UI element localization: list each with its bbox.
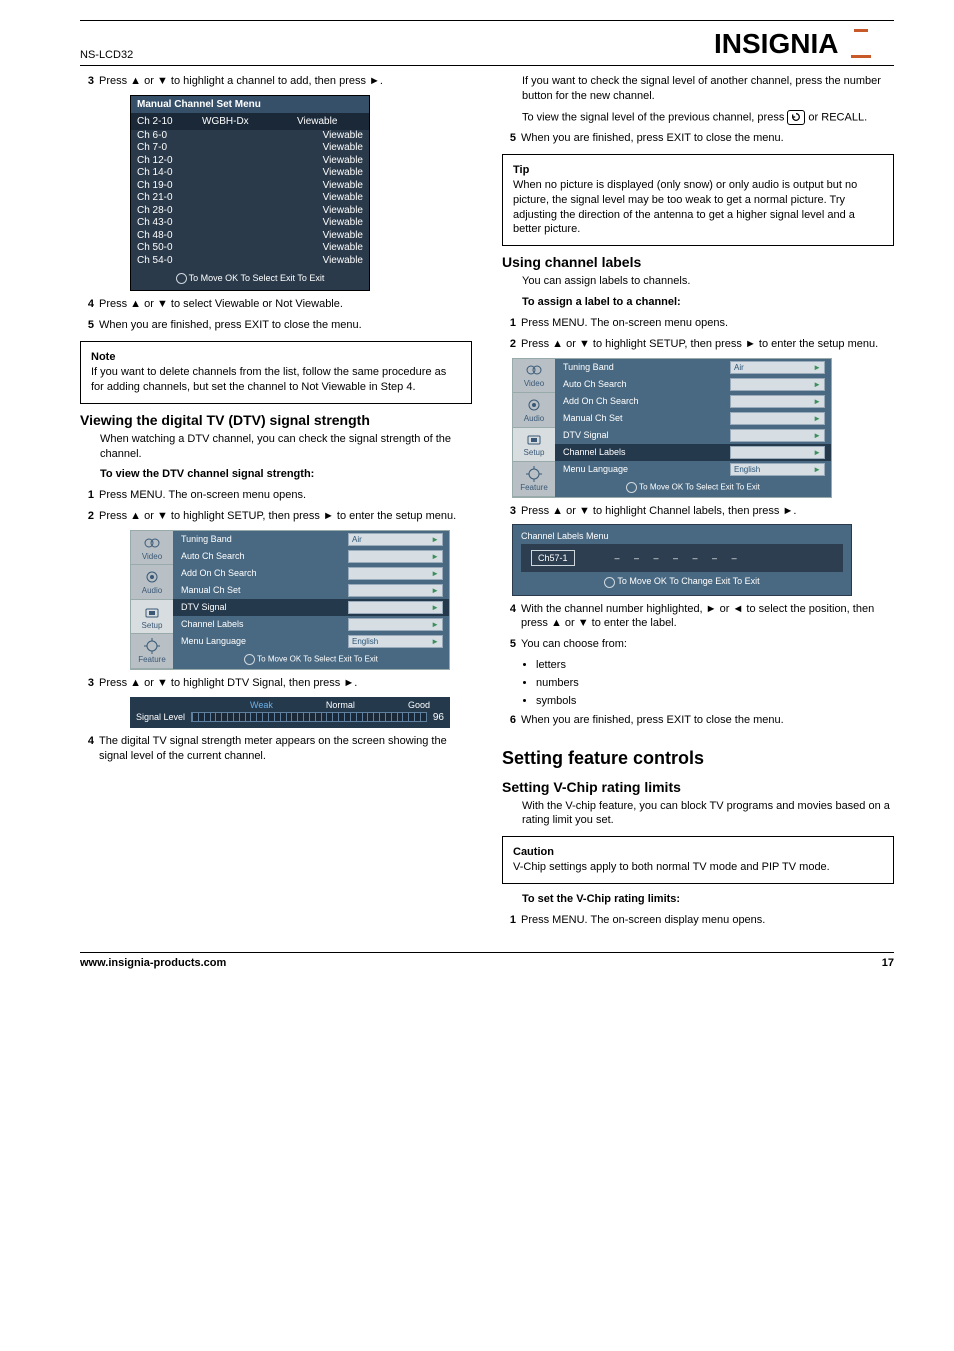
table-row: Ch 50-0Viewable [131,242,369,255]
table-row: Ch 21-0Viewable [131,192,369,205]
setup-row[interactable]: Add On Ch Search► [555,393,831,410]
label-dashes: – – – – – – – [615,553,743,563]
page-footer: www.insignia-products.com 17 [80,952,894,969]
page-header: NS-LCD32 INSIGNIA [80,27,894,66]
setup-menu-dtvsignal: VideoAudioSetupFeature Tuning BandAir►Au… [130,530,450,670]
setup-row[interactable]: Manual Ch Set► [555,410,831,427]
table-row: Ch 54-0Viewable [131,255,369,268]
setup-tab-video[interactable]: Video [131,531,173,566]
setup-row[interactable]: Channel Labels► [173,616,449,633]
table-row: Ch 12-0Viewable [131,155,369,168]
setup-tab-feature[interactable]: Feature [131,634,173,669]
setup-tab-setup[interactable]: Setup [513,428,555,463]
setup-row[interactable]: DTV Signal► [173,599,449,616]
table-row: Ch 19-0Viewable [131,180,369,193]
setup-tab-audio[interactable]: Audio [131,565,173,600]
menu-footer: To Move OK To Change Exit To Exit [513,572,851,591]
h2-feature: Setting feature controls [502,748,894,769]
tip-label: Tip [513,164,529,176]
caution-label: Caution [513,846,554,858]
recall-icon [787,110,805,126]
menu-footer: To Move OK To Select Exit To Exit [173,650,449,669]
setup-row[interactable]: Channel Labels► [555,444,831,461]
section-heading: Viewing the digital TV (DTV) signal stre… [80,412,472,428]
setup-row[interactable]: Add On Ch Search► [173,565,449,582]
signal-meter: Weak Normal Good Signal Level 96 [130,697,450,728]
signal-bar [191,712,427,722]
setup-tab-audio[interactable]: Audio [513,393,555,428]
menu-footer: To Move OK To Select Exit To Exit [131,267,369,290]
step-text: Press ▲ or ▼ to highlight a channel to a… [99,74,472,89]
setup-row[interactable]: Manual Ch Set► [173,582,449,599]
right-column: If you want to check the signal level of… [502,74,894,934]
table-row: Ch 14-0Viewable [131,167,369,180]
nav-icon [244,654,255,665]
note-box: Note If you want to delete channels from… [80,341,472,404]
note-label: Note [91,351,115,363]
table-row: Ch 7-0Viewable [131,142,369,155]
setup-menu-channellabels: VideoAudioSetupFeature Tuning BandAir►Au… [512,358,832,498]
nav-icon [604,577,615,588]
caution-box: Caution V-Chip settings apply to both no… [502,836,894,884]
h3-vchip: Setting V-Chip rating limits [502,779,894,795]
table-row: Ch 43-0Viewable [131,217,369,230]
setup-row[interactable]: DTV Signal► [555,427,831,444]
channel-labels-menu: Channel Labels Menu Ch57-1 – – – – – – –… [512,524,852,595]
setup-row[interactable]: Menu LanguageEnglish► [173,633,449,650]
setup-tab-feature[interactable]: Feature [513,462,555,497]
setup-row[interactable]: Tuning BandAir► [173,531,449,548]
manual-channel-menu: Manual Channel Set Menu Ch 2-10 WGBH-Dx … [130,95,370,292]
nav-icon [176,273,187,284]
setup-row[interactable]: Menu LanguageEnglish► [555,461,831,478]
nav-icon [626,482,637,493]
menu-header-row: Ch 2-10 WGBH-Dx Viewable [131,113,369,130]
table-row: Ch 28-0Viewable [131,205,369,218]
setup-tab-setup[interactable]: Setup [131,600,173,635]
sub-list: letters numbers symbols [502,658,894,709]
menu-footer: To Move OK To Select Exit To Exit [555,478,831,497]
menu-title: Manual Channel Set Menu [131,96,369,113]
setup-row[interactable]: Tuning BandAir► [555,359,831,376]
svg-text:INSIGNIA: INSIGNIA [714,28,838,59]
setup-tab-video[interactable]: Video [513,359,555,394]
setup-row[interactable]: Auto Ch Search► [173,548,449,565]
menu-rows: Ch 6-0ViewableCh 7-0ViewableCh 12-0Viewa… [131,130,369,268]
brand-logo: INSIGNIA [714,27,894,61]
left-column: 3 Press ▲ or ▼ to highlight a channel to … [80,74,472,934]
tip-box: Tip When no picture is displayed (only s… [502,154,894,246]
table-row: Ch 6-0Viewable [131,130,369,143]
model-label: NS-LCD32 [80,49,133,61]
table-row: Ch 48-0Viewable [131,230,369,243]
setup-row[interactable]: Auto Ch Search► [555,376,831,393]
step-number: 3 [80,74,94,89]
